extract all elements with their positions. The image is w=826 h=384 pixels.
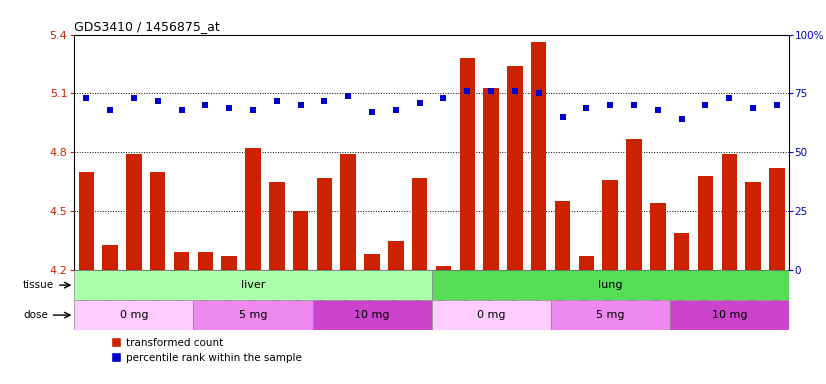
Bar	[551, 300, 670, 330]
Legend: transformed count, percentile rank within the sample: transformed count, percentile rank withi…	[108, 333, 306, 367]
Bar	[193, 300, 312, 330]
Bar	[670, 300, 789, 330]
Text: dose: dose	[23, 310, 70, 320]
Point	[79, 95, 93, 101]
Text: tissue: tissue	[23, 280, 70, 290]
Bar	[312, 300, 431, 330]
Point	[628, 102, 641, 108]
Point	[151, 98, 164, 104]
Point	[747, 104, 760, 111]
Bar	[650, 204, 666, 270]
Bar	[745, 182, 761, 270]
Bar	[197, 252, 213, 270]
Point	[270, 98, 283, 104]
Bar	[674, 233, 690, 270]
Point	[556, 114, 569, 120]
Bar	[436, 266, 451, 270]
Point	[651, 107, 664, 113]
Bar	[412, 178, 427, 270]
Bar	[531, 42, 547, 270]
Bar	[507, 66, 523, 270]
Text: 0 mg: 0 mg	[120, 310, 148, 320]
Bar	[579, 257, 594, 270]
Bar	[459, 58, 475, 270]
Point	[699, 102, 712, 108]
Point	[127, 95, 140, 101]
Bar	[722, 154, 737, 270]
Point	[508, 88, 521, 94]
Point	[103, 107, 116, 113]
Point	[246, 107, 259, 113]
Point	[175, 107, 188, 113]
Point	[485, 88, 498, 94]
Bar	[340, 154, 356, 270]
Bar	[126, 154, 141, 270]
Text: 5 mg: 5 mg	[239, 310, 268, 320]
Bar	[102, 245, 118, 270]
Bar	[602, 180, 618, 270]
Point	[222, 104, 235, 111]
Bar	[555, 202, 570, 270]
Bar	[221, 257, 237, 270]
Text: 0 mg: 0 mg	[477, 310, 506, 320]
Bar	[698, 176, 713, 270]
Point	[318, 98, 331, 104]
Bar	[626, 139, 642, 270]
Text: GDS3410 / 1456875_at: GDS3410 / 1456875_at	[74, 20, 220, 33]
Point	[365, 109, 378, 115]
Bar	[316, 178, 332, 270]
Point	[675, 116, 688, 122]
Bar	[431, 270, 789, 300]
Point	[461, 88, 474, 94]
Point	[723, 95, 736, 101]
Point	[771, 102, 784, 108]
Point	[413, 100, 426, 106]
Point	[604, 102, 617, 108]
Point	[580, 104, 593, 111]
Text: liver: liver	[240, 280, 265, 290]
Point	[342, 93, 355, 99]
Text: lung: lung	[598, 280, 623, 290]
Point	[532, 90, 545, 96]
Point	[389, 107, 402, 113]
Bar	[269, 182, 284, 270]
Text: 10 mg: 10 mg	[354, 310, 390, 320]
Bar	[364, 255, 380, 270]
Point	[199, 102, 212, 108]
Bar	[431, 300, 551, 330]
Bar	[245, 149, 261, 270]
Bar	[74, 300, 193, 330]
Bar	[388, 241, 404, 270]
Point	[294, 102, 307, 108]
Bar	[74, 270, 431, 300]
Bar	[293, 211, 308, 270]
Bar	[483, 88, 499, 270]
Bar	[150, 172, 165, 270]
Text: 5 mg: 5 mg	[596, 310, 624, 320]
Point	[437, 95, 450, 101]
Bar	[78, 172, 94, 270]
Bar	[769, 168, 785, 270]
Text: 10 mg: 10 mg	[711, 310, 747, 320]
Bar	[173, 252, 189, 270]
